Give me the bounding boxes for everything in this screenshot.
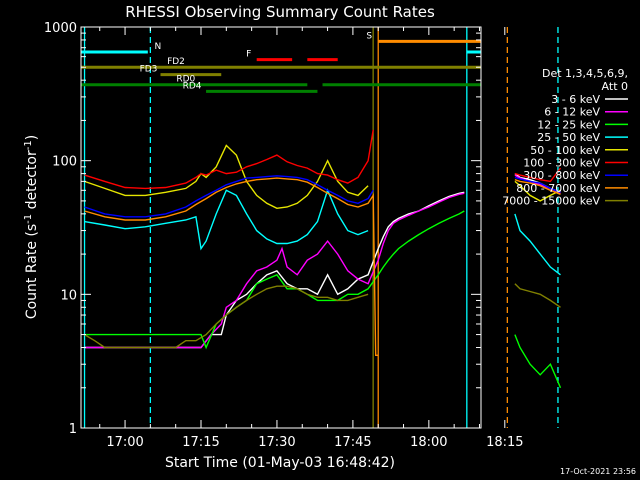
y-axis-label: Count Rate (s-1 detector-1) [23, 135, 40, 319]
series-line-8-1 [514, 283, 561, 308]
x-tick-label-2: 17:30 [258, 435, 295, 450]
y-tick-label-2: 100 [52, 155, 77, 170]
flag-label-fd2: FD2 [167, 57, 185, 67]
flag-label-rd4: RD4 [183, 81, 202, 91]
legend-header-1: Att 0 [602, 80, 628, 93]
series-line-7-1 [514, 179, 561, 195]
legend-entry-label-8: 7000 - 15000 keV [502, 195, 600, 208]
x-axis-label: Start Time (01-May-03 16:48:42) [165, 455, 395, 471]
y-tick-label-0: 1 [69, 422, 77, 437]
series-line-8-0 [84, 285, 369, 349]
x-tick-label-3: 17:45 [334, 435, 371, 450]
series-line-5-1 [514, 167, 562, 183]
flag-label-f: F [246, 50, 251, 60]
series-line-7-0 [84, 177, 379, 356]
legend-header-0: Det 1,3,4,5,6,9, [542, 67, 628, 80]
legend-entry-label-3: 25 - 50 keV [537, 131, 600, 144]
chart-title: RHESSI Observing Summary Count Rates [125, 3, 435, 21]
flag-label-s: S [366, 31, 372, 41]
y-axis-label-part-2: -1 [23, 214, 34, 224]
plot-frame [80, 26, 482, 429]
x-tick-label-0: 17:00 [106, 435, 143, 450]
series-line-3-1 [514, 213, 561, 276]
y-tick-label-3: 1000 [44, 21, 77, 36]
legend-entry-label-6: 300 - 800 keV [523, 169, 600, 182]
series-line-2-1 [514, 334, 562, 389]
flag-label-n: N [154, 42, 161, 52]
series-line-6-0 [84, 175, 374, 218]
x-tick-label-5: 18:15 [486, 435, 523, 450]
y-axis-label-part-4: -1 [23, 140, 34, 150]
legend-entry-label-5: 100 - 300 keV [523, 157, 600, 170]
legend-entry-label-0: 3 - 6 keV [551, 93, 600, 106]
footer-timestamp: 17-Oct-2021 23:56 [560, 467, 636, 476]
legend-entry-label-1: 6 - 12 keV [544, 106, 600, 119]
series-line-5-0 [84, 129, 374, 190]
y-tick-label-1: 10 [60, 288, 77, 303]
legend-entry-label-4: 50 - 100 keV [530, 144, 600, 157]
x-tick-label-4: 18:00 [410, 435, 447, 450]
series-line-2-0 [84, 210, 465, 350]
legend-entry-label-7: 800 - 7000 keV [516, 182, 600, 195]
axes: 17:00 17:15 17:30 17:45 18:00 18:15 1 10 100 1000 [44, 21, 524, 450]
y-axis-label-part-3: detector [24, 150, 40, 214]
legend-entry-label-2: 12 - 25 keV [537, 118, 600, 131]
series-line-1-0 [84, 192, 465, 349]
x-tick-label-1: 17:15 [182, 435, 219, 450]
y-axis-label-part-5: ) [24, 135, 40, 140]
y-axis-label-part-1: Count Rate (s [24, 224, 40, 319]
series-line-6-1 [514, 176, 561, 193]
flag-label-fd3: FD3 [140, 65, 158, 75]
flag-label-rd0: RD0 [176, 75, 195, 85]
series-line-4-1 [514, 180, 561, 202]
